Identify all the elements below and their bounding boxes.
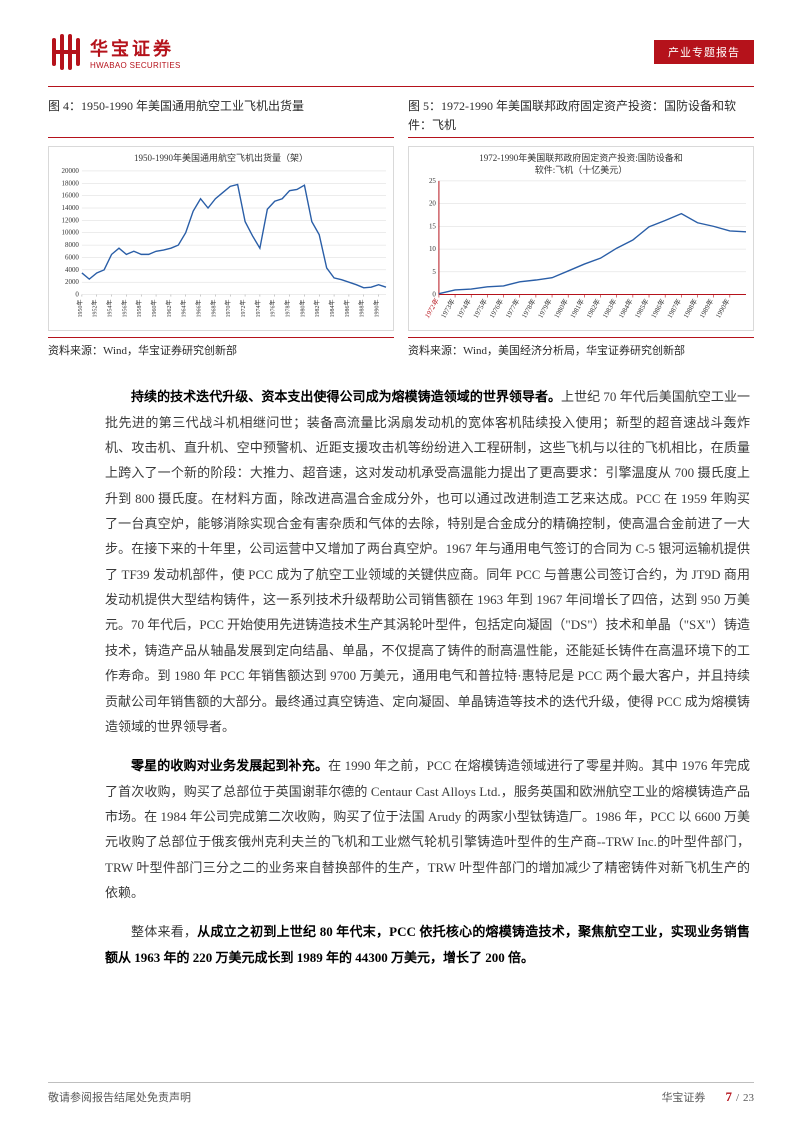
p1-lead-bold: 持续的技术迭代升级、资本支出使得公司成为熔模铸造领域的世界领导者。 — [131, 389, 561, 404]
svg-text:1973年: 1973年 — [439, 297, 457, 320]
svg-text:16000: 16000 — [61, 192, 79, 200]
chart-left-source-rule — [48, 337, 394, 338]
svg-text:1952年: 1952年 — [91, 300, 99, 318]
svg-text:1982年: 1982年 — [313, 300, 321, 318]
svg-text:10: 10 — [429, 245, 436, 253]
page-header: 华宝证券 HWABAO SECURITIES 产业专题报告 — [0, 0, 802, 78]
page-footer: 敬请参阅报告结尾处免责声明 华宝证券 7 / 23 — [48, 1082, 754, 1105]
chart-left-svg: 0 2000 4000 6000 8000 10000 12000 14000 16000 180… — [49, 147, 393, 331]
svg-text:1974年: 1974年 — [455, 297, 473, 320]
chart-right-caption: 图 5：1972-1990 年美国联邦政府固定资产投资：国防设备和软件：飞机 — [408, 97, 754, 135]
footer-divider — [48, 1082, 754, 1083]
svg-text:1977年: 1977年 — [503, 297, 521, 320]
svg-text:1980年: 1980年 — [552, 297, 570, 320]
footer-disclaimer: 敬请参阅报告结尾处免责声明 — [48, 1089, 191, 1105]
svg-text:1986年: 1986年 — [649, 297, 667, 320]
svg-text:1988年: 1988年 — [358, 300, 366, 318]
chart-right-column: 图 5：1972-1990 年美国联邦政府固定资产投资：国防设备和软件：飞机 1… — [408, 97, 754, 358]
svg-text:1954年: 1954年 — [106, 300, 114, 318]
svg-text:1956年: 1956年 — [120, 300, 128, 318]
footer-page-total: 23 — [743, 1092, 754, 1104]
svg-text:10000: 10000 — [61, 229, 79, 237]
svg-text:4000: 4000 — [65, 266, 79, 274]
p2-body: 在 1990 年之前，PCC 在熔模铸造领域进行了零星并购。其中 1976 年完… — [105, 758, 750, 900]
chart-left-source: 资料来源：Wind，华宝证券研究创新部 — [48, 342, 394, 358]
svg-text:0: 0 — [75, 291, 79, 299]
svg-text:1974年: 1974年 — [254, 300, 262, 318]
svg-text:25: 25 — [429, 177, 436, 185]
svg-text:1964年: 1964年 — [180, 300, 188, 318]
footer-row: 敬请参阅报告结尾处免责声明 华宝证券 7 / 23 — [48, 1089, 754, 1105]
chart-right-svg: 05101520251972年1973年1974年1975年1976年1977年… — [409, 147, 753, 331]
report-type-badge: 产业专题报告 — [654, 40, 754, 64]
brand-name-cn: 华宝证券 — [90, 35, 181, 61]
svg-text:1950年: 1950年 — [76, 300, 84, 318]
charts-row: 图 4：1950-1990 年美国通用航空工业飞机出货量 1950-1990年美… — [0, 87, 802, 358]
paragraph-1: 持续的技术迭代升级、资本支出使得公司成为熔模铸造领域的世界领导者。上世纪 70 … — [105, 384, 750, 739]
svg-text:1983年: 1983年 — [600, 297, 618, 320]
svg-text:12000: 12000 — [61, 216, 79, 224]
brand-name-en: HWABAO SECURITIES — [90, 61, 181, 70]
chart-right-caption-rule — [408, 137, 754, 138]
svg-text:1958年: 1958年 — [135, 300, 143, 318]
footer-firm: 华宝证券 — [661, 1089, 705, 1105]
svg-text:1987年: 1987年 — [665, 297, 683, 320]
chart-right-source: 资料来源：Wind，美国经济分析局，华宝证券研究创新部 — [408, 342, 754, 358]
svg-text:1962年: 1962年 — [165, 300, 173, 318]
svg-text:1981年: 1981年 — [568, 297, 586, 320]
brand-logo: 华宝证券 HWABAO SECURITIES — [48, 34, 181, 70]
svg-text:1985年: 1985年 — [633, 297, 651, 320]
svg-text:1960年: 1960年 — [150, 300, 158, 318]
svg-text:14000: 14000 — [61, 204, 79, 212]
svg-text:1984年: 1984年 — [328, 300, 336, 318]
p3-bold: 从成立之初到上世纪 80 年代末，PCC 依托核心的熔模铸造技术，聚焦航空工业，… — [105, 924, 750, 964]
svg-text:1979年: 1979年 — [536, 297, 554, 320]
svg-text:1966年: 1966年 — [195, 300, 203, 318]
logo-mark-icon — [48, 34, 84, 70]
svg-text:1990年: 1990年 — [713, 297, 731, 320]
svg-text:1982年: 1982年 — [584, 297, 602, 320]
p2-lead-bold: 零星的收购对业务发展起到补充。 — [131, 758, 328, 773]
svg-text:1970年: 1970年 — [224, 300, 232, 318]
svg-text:1984年: 1984年 — [616, 297, 634, 320]
chart-right-box: 1972-1990年美国联邦政府固定资产投资:国防设备和 软件:飞机（十亿美元）… — [408, 146, 754, 331]
chart-left-caption-rule — [48, 137, 394, 138]
paragraph-2: 零星的收购对业务发展起到补充。在 1990 年之前，PCC 在熔模铸造领域进行了… — [105, 753, 750, 905]
paragraph-3: 整体来看，从成立之初到上世纪 80 年代末，PCC 依托核心的熔模铸造技术，聚焦… — [105, 919, 750, 970]
svg-text:20000: 20000 — [61, 167, 79, 175]
svg-text:20: 20 — [429, 200, 436, 208]
svg-text:1968年: 1968年 — [209, 300, 217, 318]
p1-body: 上世纪 70 年代后美国航空工业一批先进的第三代战斗机相继问世；装备高流量比涡扇… — [105, 389, 750, 733]
svg-text:18000: 18000 — [61, 179, 79, 187]
svg-text:1976年: 1976年 — [269, 300, 277, 318]
chart-left-caption: 图 4：1950-1990 年美国通用航空工业飞机出货量 — [48, 97, 394, 135]
p3-lead: 整体来看， — [131, 924, 197, 939]
svg-text:1975年: 1975年 — [471, 297, 489, 320]
svg-text:6000: 6000 — [65, 253, 79, 261]
svg-text:15: 15 — [429, 223, 436, 231]
svg-text:1980年: 1980年 — [298, 300, 306, 318]
svg-text:8000: 8000 — [65, 241, 79, 249]
svg-text:1986年: 1986年 — [343, 300, 351, 318]
brand-text: 华宝证券 HWABAO SECURITIES — [90, 35, 181, 70]
svg-text:1978年: 1978年 — [519, 297, 537, 320]
svg-text:5: 5 — [432, 268, 436, 276]
badge-label: 产业专题报告 — [668, 47, 740, 59]
chart-left-box: 1950-1990年美国通用航空飞机出货量（架） 020004000600080… — [48, 146, 394, 331]
chart-left-column: 图 4：1950-1990 年美国通用航空工业飞机出货量 1950-1990年美… — [48, 97, 394, 358]
svg-text:1988年: 1988年 — [681, 297, 699, 320]
footer-page-block: 华宝证券 7 / 23 — [661, 1089, 754, 1105]
body-text: 持续的技术迭代升级、资本支出使得公司成为熔模铸造领域的世界领导者。上世纪 70 … — [0, 358, 802, 970]
footer-page-sep: / — [736, 1092, 739, 1104]
chart-right-source-rule — [408, 337, 754, 338]
svg-text:2000: 2000 — [65, 278, 79, 286]
footer-page-current: 7 — [725, 1089, 732, 1105]
svg-text:1978年: 1978年 — [284, 300, 292, 318]
svg-text:1989年: 1989年 — [697, 297, 715, 320]
svg-text:1972年: 1972年 — [239, 300, 247, 318]
svg-text:1990年: 1990年 — [373, 300, 381, 318]
svg-text:1976年: 1976年 — [487, 297, 505, 320]
